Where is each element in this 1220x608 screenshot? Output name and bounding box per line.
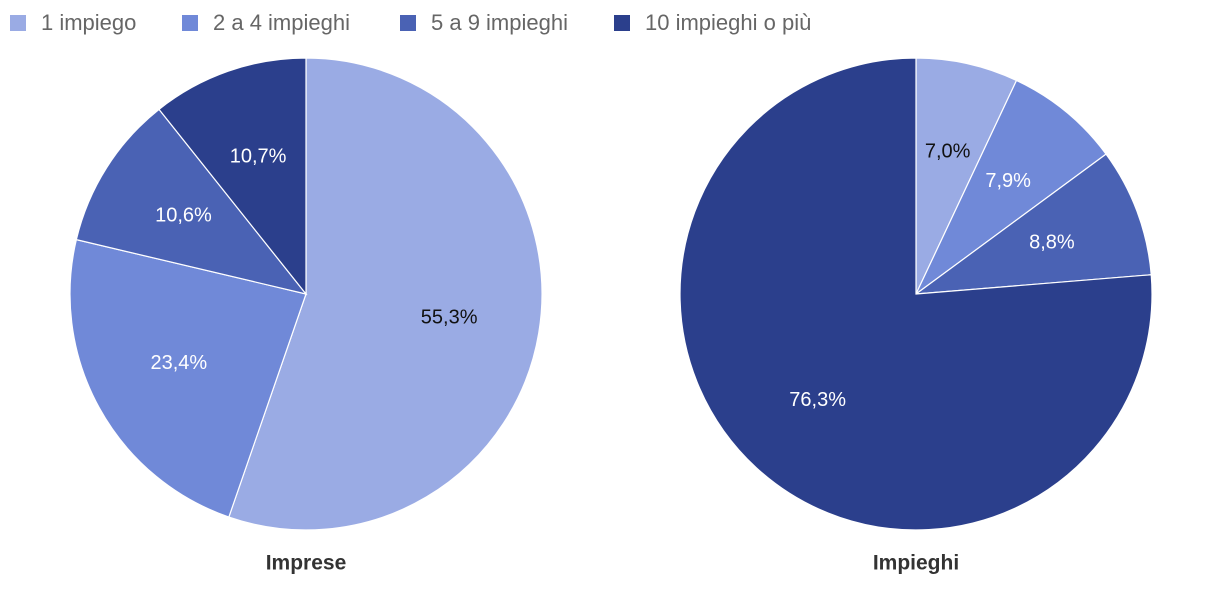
pie-slice <box>75 108 308 295</box>
data-label: 55,3% <box>421 306 478 328</box>
legend-swatch <box>182 15 198 31</box>
pie-slice <box>679 57 1153 531</box>
legend-label: 10 impieghi o più <box>645 10 811 35</box>
pie-slice <box>915 79 1107 295</box>
legend: 1 impiego 2 a 4 impieghi 5 a 9 impieghi 10 … <box>10 10 811 35</box>
data-label: 76,3% <box>789 389 846 411</box>
data-label: 10,7% <box>230 145 287 167</box>
legend-label: 5 a 9 impieghi <box>431 10 568 35</box>
legend-swatch <box>614 15 630 31</box>
pie-slice <box>158 57 307 296</box>
chart-title: Impieghi <box>873 552 959 575</box>
data-label: 7,9% <box>985 170 1031 192</box>
legend-label: 1 impiego <box>41 10 136 35</box>
chart-title: Imprese <box>266 552 347 575</box>
pie-slice <box>915 57 1018 295</box>
data-label: 8,8% <box>1029 231 1075 253</box>
pie-slice <box>228 57 543 531</box>
legend-swatch <box>10 15 26 31</box>
pie-slice <box>69 238 307 518</box>
legend-swatch <box>400 15 416 31</box>
data-label: 23,4% <box>150 352 207 374</box>
data-label: 10,6% <box>155 205 212 227</box>
data-label: 7,0% <box>925 141 971 163</box>
legend-label: 2 a 4 impieghi <box>213 10 350 35</box>
pie-slice <box>913 153 1152 295</box>
